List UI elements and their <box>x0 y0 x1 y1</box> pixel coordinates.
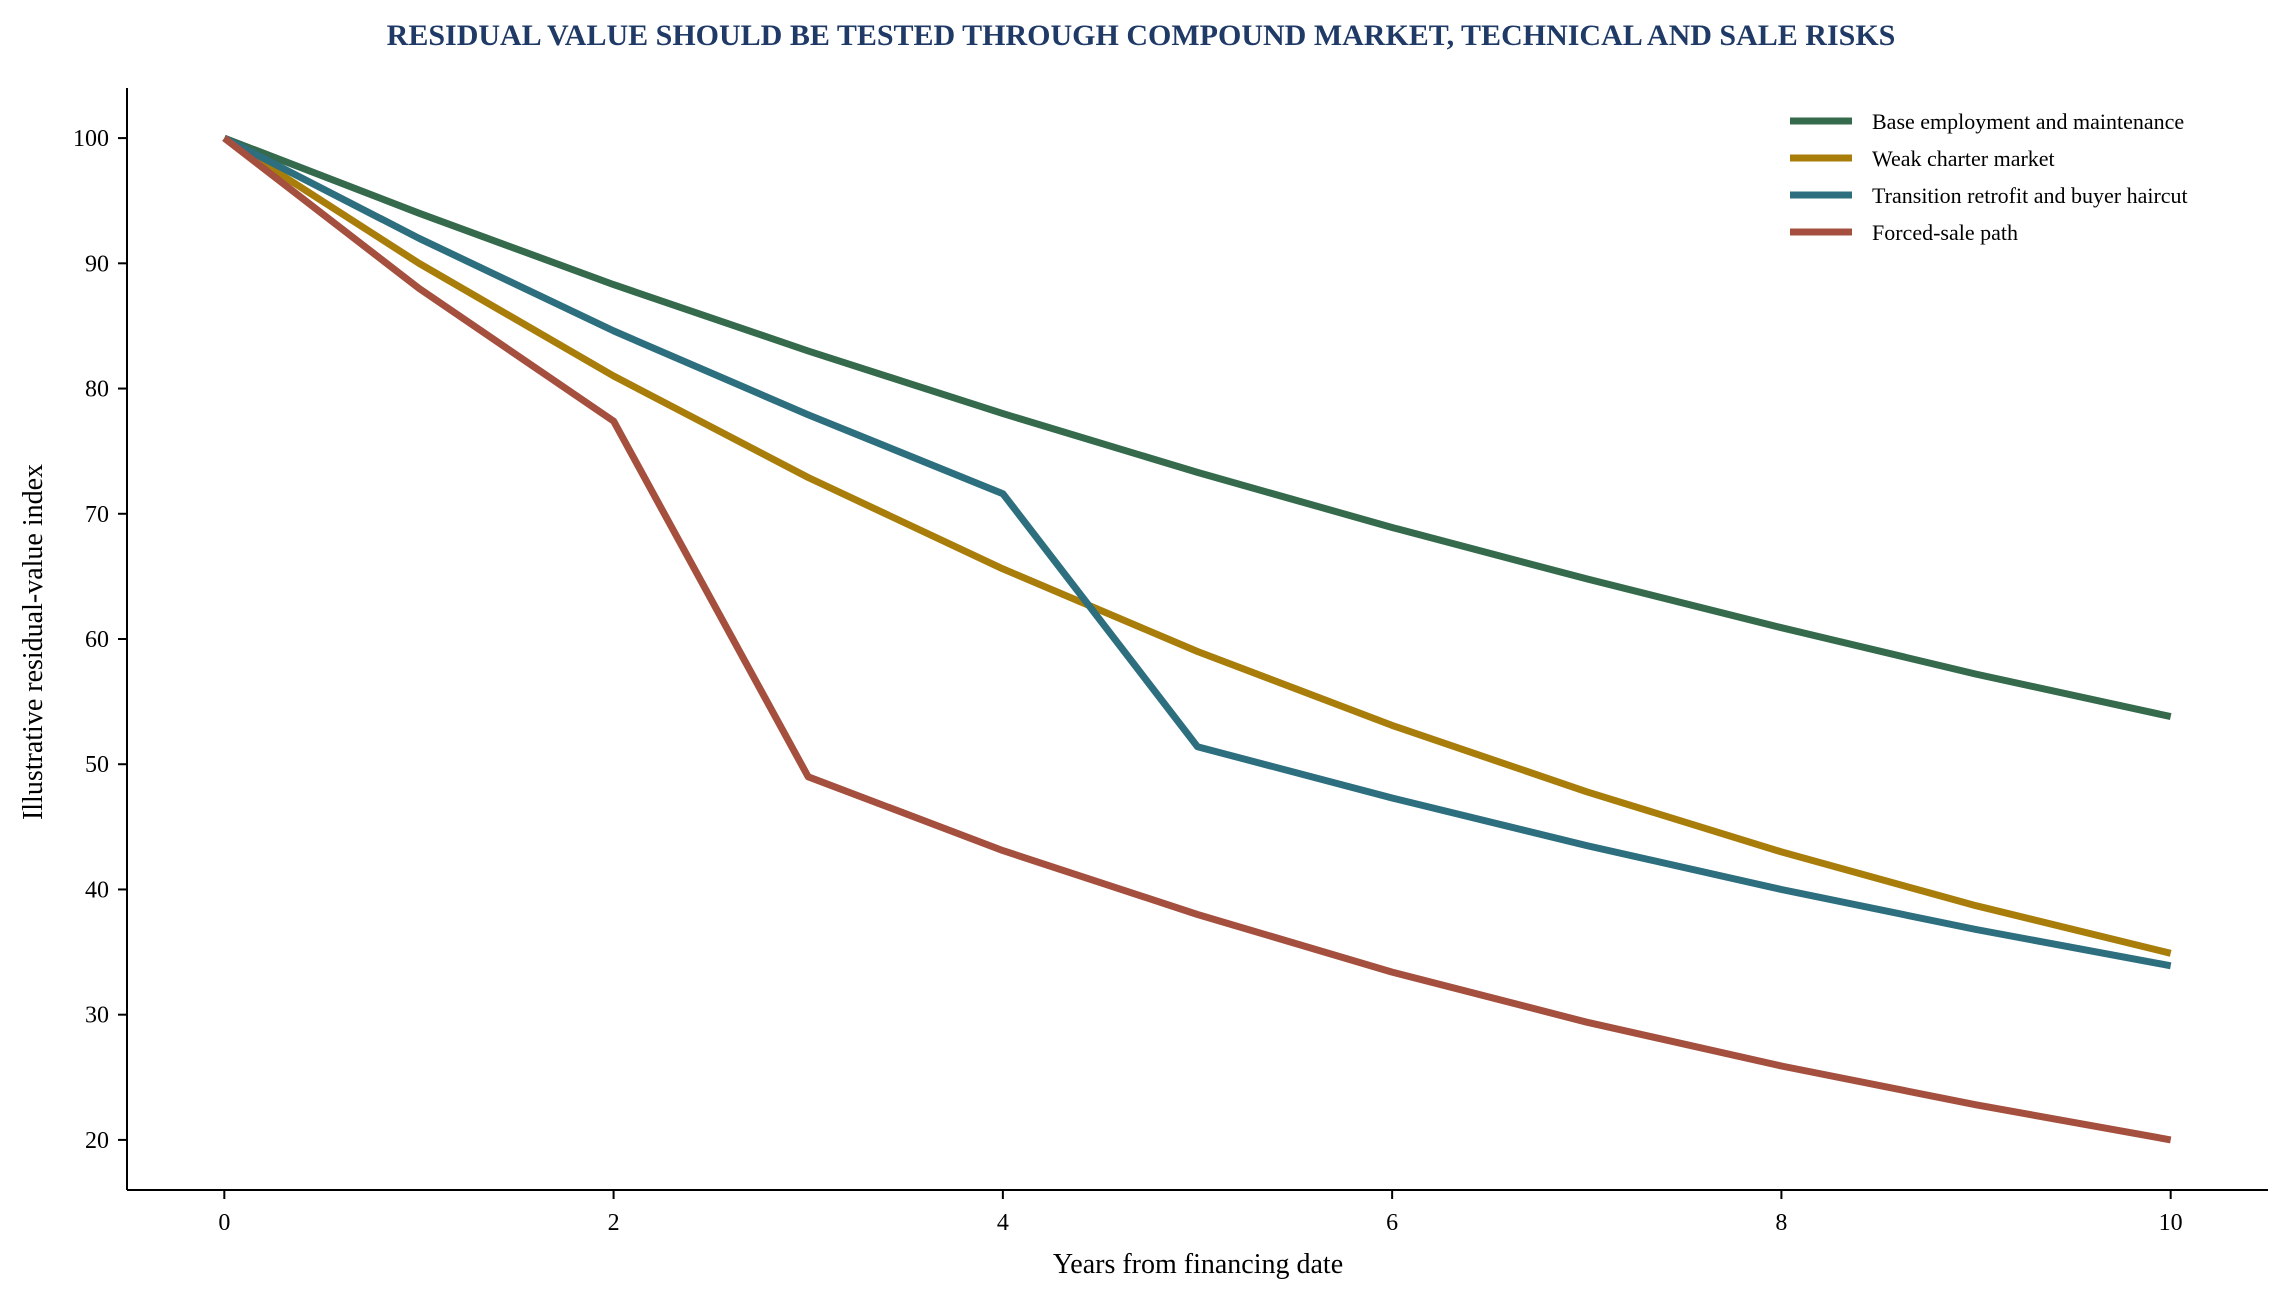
x-tick-label: 4 <box>997 1210 1009 1236</box>
y-tick-label: 90 <box>85 251 109 277</box>
legend-label: Weak charter market <box>1872 146 2055 171</box>
x-tick-label: 10 <box>2159 1210 2183 1236</box>
y-tick-label: 20 <box>85 1128 109 1154</box>
series-line-2 <box>222 135 2172 957</box>
series-line-1 <box>223 134 2172 721</box>
y-tick-label: 40 <box>85 877 109 903</box>
series-line-3 <box>222 134 2172 970</box>
y-tick-label: 50 <box>85 752 109 778</box>
x-tick-label: 8 <box>1775 1210 1787 1236</box>
series-line-4 <box>222 135 2172 1144</box>
series-layer <box>222 134 2172 1144</box>
x-tick-label: 2 <box>608 1210 620 1236</box>
y-tick-label: 100 <box>73 126 109 152</box>
x-axis-label: Years from financing date <box>1053 1249 1343 1280</box>
y-tick-label: 30 <box>85 1003 109 1029</box>
y-tick-label: 60 <box>85 627 109 653</box>
x-tick-label: 0 <box>218 1210 230 1236</box>
y-tick-label: 80 <box>85 377 109 403</box>
chart-title: RESIDUAL VALUE SHOULD BE TESTED THROUGH … <box>387 19 1896 52</box>
legend: Base employment and maintenance Weak char… <box>1790 109 2188 245</box>
legend-label: Transition retrofit and buyer haircut <box>1872 183 2188 208</box>
legend-label: Base employment and maintenance <box>1872 109 2184 134</box>
y-tick-label: 70 <box>85 502 109 528</box>
axes: 0 2 4 6 8 10 20 30 40 50 60 70 80 90 100 <box>73 88 2268 1236</box>
legend-label: Forced-sale path <box>1872 220 2018 245</box>
x-tick-label: 6 <box>1386 1210 1398 1236</box>
y-axis-label: Illustrative residual-value index <box>18 464 49 820</box>
